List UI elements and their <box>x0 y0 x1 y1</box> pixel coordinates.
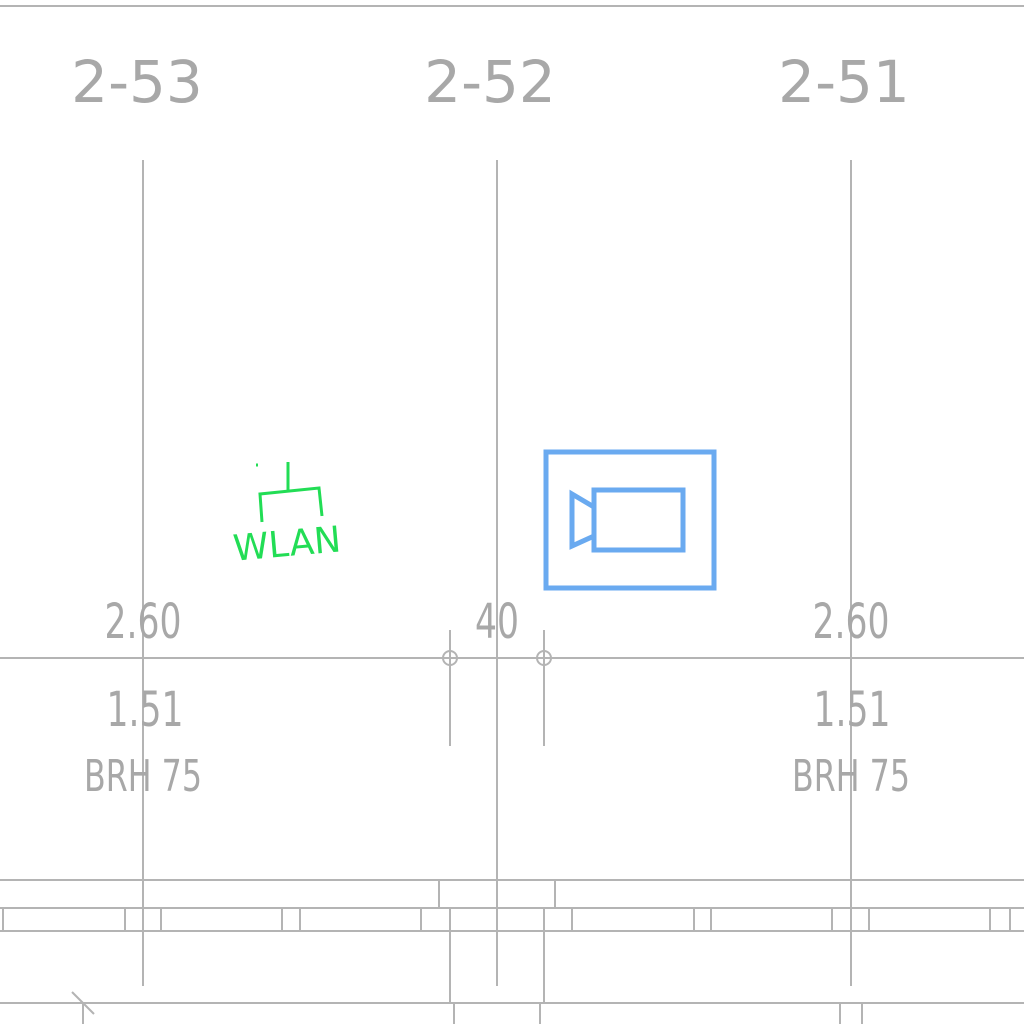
section-mark <box>71 991 95 1015</box>
window-mullions <box>2 908 1011 931</box>
dimension-right-height: 2.60 <box>813 593 890 649</box>
parapet-height-left: BRH 75 <box>84 751 202 803</box>
wlan-bracket <box>258 486 324 523</box>
footing-posts <box>82 1003 863 1024</box>
dimension-center: 40 <box>475 593 519 649</box>
dimension-node-left <box>442 650 458 666</box>
wlan-label: WLAN <box>231 519 342 569</box>
axis-label-2-52: 2-52 <box>424 48 556 116</box>
camera-lens <box>569 489 597 550</box>
camera-frame <box>543 449 717 591</box>
dimension-left-width: 1.51 <box>107 681 184 737</box>
axis-label-2-53: 2-53 <box>71 48 203 116</box>
dimension-left-height: 2.60 <box>105 593 182 649</box>
dimension-right-width: 1.51 <box>814 681 891 737</box>
parapet-height-right: BRH 75 <box>792 751 910 803</box>
video-camera-icon <box>543 449 717 591</box>
axis-label-2-51: 2-51 <box>778 48 910 116</box>
dimension-node-right <box>536 650 552 666</box>
camera-body <box>591 487 686 553</box>
wlan-access-point-icon: WLAN <box>231 462 343 570</box>
